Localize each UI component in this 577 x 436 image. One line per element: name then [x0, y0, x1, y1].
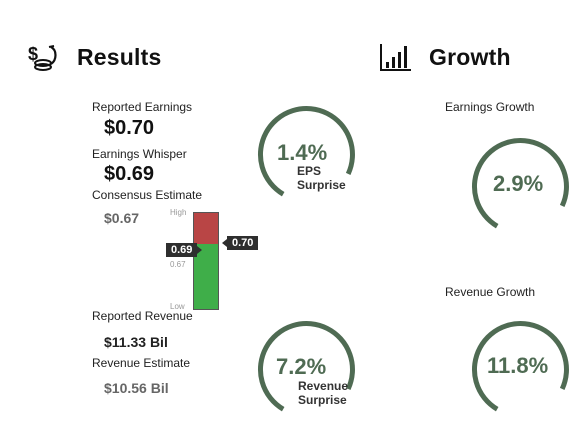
- svg-text:$: $: [28, 44, 38, 64]
- results-title: Results: [77, 43, 162, 70]
- earnings-whisper-value: $0.69: [104, 163, 155, 185]
- revenue-estimate-label: Revenue Estimate: [92, 356, 191, 370]
- revenue-growth-label: Revenue Growth: [445, 285, 536, 299]
- range-high-label: High: [170, 208, 187, 217]
- whisper-marker: 0.69: [166, 243, 203, 257]
- reported-earnings-value: $0.70: [104, 117, 155, 139]
- eps-surprise-percent: 1.4%: [277, 140, 328, 165]
- earnings-growth-gauge: 2.9%: [471, 135, 571, 235]
- range-low-label: Low: [170, 302, 185, 311]
- revenue-growth-gauge: 11.8%: [471, 318, 571, 418]
- revenue-surprise-arc: [258, 321, 355, 412]
- growth-header: Growth: [379, 42, 511, 72]
- actual-marker: 0.70: [221, 236, 259, 250]
- range-high-zone: [194, 213, 218, 244]
- earnings-growth-arc: [472, 138, 569, 229]
- growth-title: Growth: [429, 43, 511, 70]
- eps-surprise-line1: EPS: [297, 164, 322, 178]
- revenue-surprise-percent: 7.2%: [276, 354, 327, 379]
- range-consensus-tick: 0.67: [170, 260, 186, 269]
- revenue-surprise-line2: Surprise: [298, 393, 347, 407]
- reported-revenue-label: Reported Revenue: [92, 309, 193, 323]
- revenue-surprise-gauge: 7.2% Revenue Surprise: [257, 318, 357, 418]
- eps-surprise-gauge: 1.4% EPS Surprise: [257, 103, 357, 203]
- consensus-estimate-value: $0.67: [104, 210, 140, 226]
- earnings-whisper-label: Earnings Whisper: [92, 147, 187, 161]
- revenue-growth-value: 11.8%: [487, 353, 549, 378]
- eps-surprise-line2: Surprise: [297, 178, 346, 192]
- earnings-growth-value: 2.9%: [493, 171, 544, 196]
- reported-revenue-value: $11.33 Bil: [104, 334, 168, 350]
- results-header: $ Results: [27, 42, 161, 72]
- eps-surprise-arc: [258, 106, 355, 197]
- revenue-estimate-value: $10.56 Bil: [104, 380, 169, 396]
- earnings-range-bar: [193, 212, 219, 310]
- bar-chart-icon: [380, 44, 411, 71]
- range-low-zone: [194, 244, 218, 309]
- coins-money-icon: $: [28, 44, 57, 71]
- reported-earnings-label: Reported Earnings: [92, 100, 193, 114]
- earnings-growth-label: Earnings Growth: [445, 100, 535, 114]
- revenue-surprise-line1: Revenue: [298, 379, 349, 393]
- consensus-estimate-label: Consensus Estimate: [92, 188, 203, 202]
- revenue-growth-arc: [472, 321, 569, 412]
